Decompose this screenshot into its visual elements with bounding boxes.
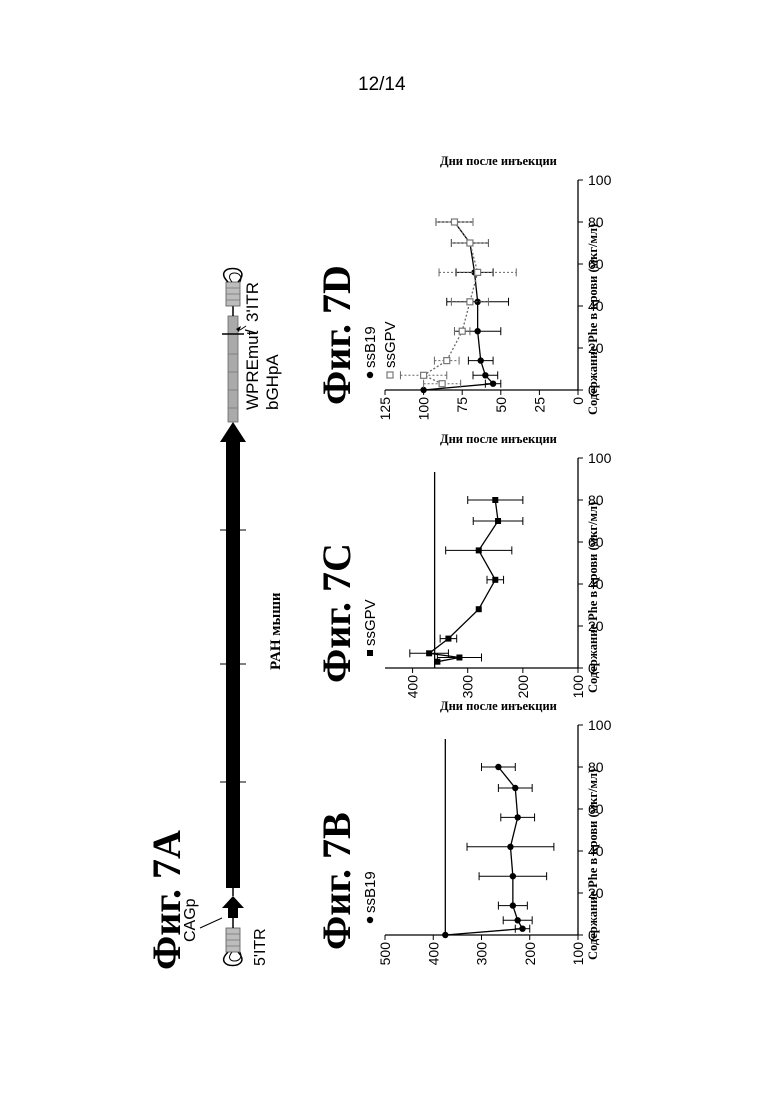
fig7c-legend-label: ssGPV	[362, 599, 379, 646]
fig7d-legend-label: ssB19	[362, 326, 379, 368]
fig7d-xtick-label: 100	[588, 172, 612, 188]
fig7b-data-point	[519, 926, 525, 932]
fig7d-data-point	[459, 328, 465, 334]
fig7c-ytick-label: 200	[515, 675, 531, 699]
cag-label: CAGp	[182, 898, 199, 942]
fig7c-xtick-label: 80	[588, 492, 604, 508]
fig7b-xtick-label: 60	[588, 801, 604, 817]
wpre-bgh-block	[222, 316, 244, 422]
fig7c-data-point	[492, 577, 498, 583]
fig7d-ytick-label: 100	[416, 397, 432, 421]
fig7d-data-point	[444, 358, 450, 364]
fig7d-data-point	[421, 372, 427, 378]
fig7d-xtick-label: 0	[588, 382, 596, 398]
fig7d-data-point	[451, 219, 457, 225]
fig7b-xtick-label: 40	[588, 843, 604, 859]
fig7b-data-point	[495, 764, 501, 770]
fig7d-title: Фиг. 7D	[314, 265, 359, 405]
fig7b-data-point	[442, 932, 448, 938]
fig7d-data-point	[420, 387, 426, 393]
bgh-label: bGHpA	[263, 354, 282, 410]
fig7c-data-point	[476, 606, 482, 612]
fig7d-data-point	[475, 269, 481, 275]
fig7b-data-point	[510, 902, 516, 908]
itr5-hairpin-icon	[224, 928, 242, 966]
fig7c-xlabel: Дни после инъекции	[440, 432, 557, 446]
fig7c-series-line-0	[429, 500, 498, 662]
fig7c-xtick-label: 0	[588, 660, 596, 676]
fig7d-legend-marker	[367, 372, 373, 378]
fig7b-ytick-label: 500	[377, 942, 393, 966]
fig7d-data-point	[467, 240, 473, 246]
fig7c-xtick-label: 60	[588, 534, 604, 550]
fig7d-data-point	[490, 381, 496, 387]
fig7d-xtick-label: 80	[588, 214, 604, 230]
fig7b-xtick-label: 20	[588, 885, 604, 901]
fig7c-data-point	[445, 636, 451, 642]
fig7c-data-point	[476, 547, 482, 553]
fig7d-legend-marker	[387, 372, 393, 378]
fig7b-title: Фиг. 7B	[314, 812, 359, 950]
fig7b-legend-label: ssB19	[362, 871, 379, 913]
fig7b-xtick-label: 100	[588, 717, 612, 733]
fig7b-chart: Фиг. 7B Содержание Phe в крови (мкг/мл) …	[314, 699, 612, 965]
figure-rotated-content: Фиг. 7A	[140, 130, 620, 970]
fig7b-xtick-label: 80	[588, 759, 604, 775]
fig7c-data-point	[492, 497, 498, 503]
fig7c-chart: Фиг. 7C Содержание Phe в крови (мкг/мл) …	[314, 432, 612, 698]
fig7d-ytick-label: 0	[570, 397, 586, 405]
fig7b-data-point	[507, 844, 513, 850]
cag-promoter-arrow	[222, 896, 244, 918]
fig7b-ytick-label: 200	[522, 942, 538, 966]
fig7d-data-point	[474, 328, 480, 334]
page-number: 12/14	[358, 74, 406, 96]
fig7c-xtick-label: 20	[588, 618, 604, 634]
figure-canvas: Фиг. 7A	[140, 130, 620, 970]
fig7d-ytick-label: 50	[493, 397, 509, 413]
fig7d-xtick-label: 40	[588, 298, 604, 314]
itr3-label: 3'ITR	[243, 282, 262, 322]
fig7d-xtick-label: 60	[588, 256, 604, 272]
fig7d-data-point	[482, 372, 488, 378]
pah-coding-arrow	[220, 422, 246, 888]
fig7d-data-point	[439, 381, 445, 387]
fig7d-data-point	[467, 299, 473, 305]
fig7b-legend-marker	[367, 917, 373, 923]
fig7b-ytick-label: 100	[570, 942, 586, 966]
pah-label: PAH мыши	[268, 592, 284, 670]
fig7d-chart: Фиг. 7D Содержание Phe в крови (мкг/мл) …	[314, 154, 612, 420]
fig7a-construct: Фиг. 7A	[144, 269, 284, 971]
fig7c-ytick-label: 400	[405, 675, 421, 699]
fig7c-data-point	[456, 655, 462, 661]
fig7d-ytick-label: 75	[454, 397, 470, 413]
fig7c-xtick-label: 40	[588, 576, 604, 592]
itr5-label: 5'ITR	[252, 928, 269, 966]
fig7b-data-point	[510, 873, 516, 879]
fig7b-ytick-label: 300	[474, 942, 490, 966]
fig7d-data-point	[478, 357, 484, 363]
fig7d-ytick-label: 25	[531, 397, 547, 413]
fig7c-ytick-label: 300	[460, 675, 476, 699]
wpre-slash: /	[242, 329, 261, 334]
fig7b-xtick-label: 0	[588, 927, 596, 943]
fig7b-data-point	[512, 785, 518, 791]
fig7d-xtick-label: 20	[588, 340, 604, 356]
fig7d-xlabel: Дни после инъекции	[440, 154, 557, 168]
fig7c-xtick-label: 100	[588, 450, 612, 466]
itr3-hairpin-icon	[224, 269, 242, 307]
fig7c-legend-marker	[367, 650, 373, 656]
fig7c-title: Фиг. 7C	[314, 543, 359, 683]
fig7c-data-point	[426, 650, 432, 656]
fig7b-ytick-label: 400	[425, 942, 441, 966]
fig7d-ytick-label: 125	[377, 397, 393, 421]
fig7b-data-point	[514, 814, 520, 820]
fig7b-xlabel: Дни после инъекции	[440, 699, 557, 713]
fig7d-legend-label: ssGPV	[382, 321, 399, 368]
fig7d-series-line-0	[424, 222, 493, 390]
fig7c-ytick-label: 100	[570, 675, 586, 699]
fig7c-data-point	[495, 518, 501, 524]
fig7b-series-line-0	[445, 767, 522, 935]
wpre-label: WPREmut	[243, 330, 262, 410]
fig7b-data-point	[514, 917, 520, 923]
